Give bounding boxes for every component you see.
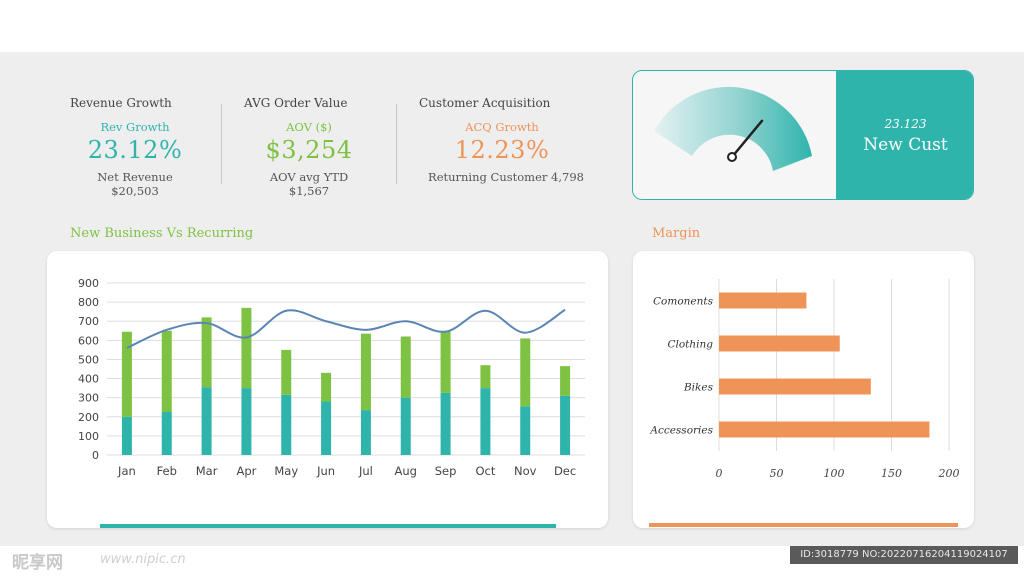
bar-stacked <box>241 307 252 389</box>
bar-base <box>520 406 531 455</box>
y-tick-label: 800 <box>78 296 99 309</box>
x-tick-label: Oct <box>475 464 495 478</box>
bar-base <box>400 397 411 455</box>
kpi-foot-label: Returning Customer 4,798 <box>428 170 584 184</box>
bar-stacked <box>281 349 292 395</box>
bar-stacked <box>480 365 491 389</box>
kpi-divider <box>396 104 397 184</box>
x-tick-label: Nov <box>514 464 537 478</box>
margin-bar <box>719 378 871 395</box>
kpi-foot-label: Net Revenue <box>97 170 173 184</box>
bar-stacked <box>440 330 451 393</box>
margin-chart-card: 0 50 100 150 200 Comonents Clothing Bikes Access… <box>633 251 974 528</box>
margin-chart: 0 50 100 150 200 Comonents Clothing Bikes Access… <box>649 279 960 480</box>
gauge-dial <box>654 86 812 171</box>
x-tick-label: Apr <box>236 464 256 478</box>
kpi-revenue-growth: Revenue Growth Rev Growth 23.12% Net Rev… <box>70 96 200 198</box>
margin-bar <box>719 292 807 309</box>
kpi-header: AVG Order Value <box>244 96 348 110</box>
bar-stacked <box>560 366 571 396</box>
x-tick-label: Dec <box>554 464 576 478</box>
gauge-label: New Cust <box>863 135 948 155</box>
bar-base <box>201 387 212 455</box>
kpi-foot-label: AOV avg YTD <box>269 170 349 184</box>
card-underline-orange <box>649 523 958 527</box>
bar-base <box>161 412 172 455</box>
kpi-header: Revenue Growth <box>70 96 172 110</box>
x-tick-label: 0 <box>716 467 723 480</box>
kpi-value: $3,254 <box>265 136 353 164</box>
margin-bar <box>719 335 840 352</box>
gauge-value: 23.123 <box>884 117 927 131</box>
kpi-header: Customer Acquisition <box>419 96 551 110</box>
y-tick-label: 500 <box>78 353 99 366</box>
gauge-arc <box>654 86 812 171</box>
kpi-value: 12.23% <box>454 136 550 164</box>
x-tick-label: Feb <box>157 464 177 478</box>
bar-base <box>321 401 332 455</box>
x-tick-label: Sep <box>435 464 457 478</box>
kpi-sublabel: ACQ Growth <box>465 120 539 134</box>
x-tick-label: Jun <box>316 464 335 478</box>
bar-stacked <box>161 330 172 412</box>
kpi-foot-value: $1,567 <box>288 184 330 198</box>
bar-stacked <box>360 333 371 411</box>
kpi-avg-order-value: AVG Order Value AOV ($) $3,254 AOV avg Y… <box>244 96 374 198</box>
category-label: Bikes <box>683 382 714 394</box>
bar-base <box>440 392 451 455</box>
combo-chart: 0 100 200 300 400 500 600 700 800 900 Jan Feb Mar Apr… <box>78 277 585 478</box>
y-tick-label: 100 <box>78 430 99 443</box>
y-tick-label: 900 <box>78 277 99 290</box>
x-tick-label: Aug <box>395 464 417 478</box>
bar-stacked <box>321 372 332 402</box>
x-tick-label: Jan <box>117 464 136 478</box>
top-bar <box>0 0 1024 52</box>
gauge-needle <box>730 119 764 159</box>
y-tick-label: 400 <box>78 373 99 386</box>
kpi-sublabel: AOV ($) <box>286 120 332 134</box>
section-title-new-vs-recurring: New Business Vs Recurring <box>70 226 254 241</box>
bar-stacked <box>520 338 531 407</box>
gauge-readout-panel: 23.123 New Cust <box>836 71 973 199</box>
bar-base <box>121 416 132 455</box>
bar-stacked <box>201 317 212 388</box>
kpi-sublabel: Rev Growth <box>100 120 170 134</box>
x-tick-label: May <box>274 464 298 478</box>
x-tick-label: Mar <box>196 464 218 478</box>
y-tick-label: 0 <box>92 449 99 462</box>
y-tick-label: 200 <box>78 411 99 424</box>
x-tick-label: 150 <box>881 467 902 480</box>
gauge-card: 23.123 New Cust <box>632 70 974 200</box>
bar-base <box>281 394 292 455</box>
bar-base <box>480 388 491 455</box>
x-tick-label: 50 <box>770 467 784 480</box>
card-underline-teal <box>100 524 556 528</box>
gauge-pivot <box>727 152 737 162</box>
kpi-divider <box>221 104 222 184</box>
kpi-customer-acquisition: Customer Acquisition ACQ Growth 12.23% R… <box>419 96 599 184</box>
x-tick-label: 100 <box>824 467 845 480</box>
series-line <box>126 308 566 349</box>
x-tick-label: Jul <box>358 464 373 478</box>
bar-base <box>360 410 371 455</box>
y-tick-label: 600 <box>78 334 99 347</box>
combo-chart-card: 0 100 200 300 400 500 600 700 800 900 Jan Feb Mar Apr… <box>47 251 608 528</box>
margin-bar <box>719 421 930 438</box>
watermark-url: www.nipic.cn <box>100 552 186 567</box>
bar-stacked <box>400 336 411 398</box>
kpi-value: 23.12% <box>87 136 183 164</box>
watermark-brand: 昵享网 <box>12 553 63 573</box>
bar-base <box>560 395 571 455</box>
category-label: Accessories <box>649 425 713 437</box>
x-tick-label: 200 <box>938 467 960 480</box>
section-title-margin: Margin <box>652 226 701 241</box>
kpi-foot-value: $20,503 <box>111 184 159 198</box>
bar-stacked <box>121 331 132 417</box>
category-label: Clothing <box>667 339 713 351</box>
y-tick-label: 700 <box>78 315 99 328</box>
bar-base <box>241 388 252 455</box>
category-label: Comonents <box>653 296 714 308</box>
watermark-id: ID:3018779 NO:20220716204119024107 <box>790 546 1018 564</box>
y-tick-label: 300 <box>78 392 99 405</box>
